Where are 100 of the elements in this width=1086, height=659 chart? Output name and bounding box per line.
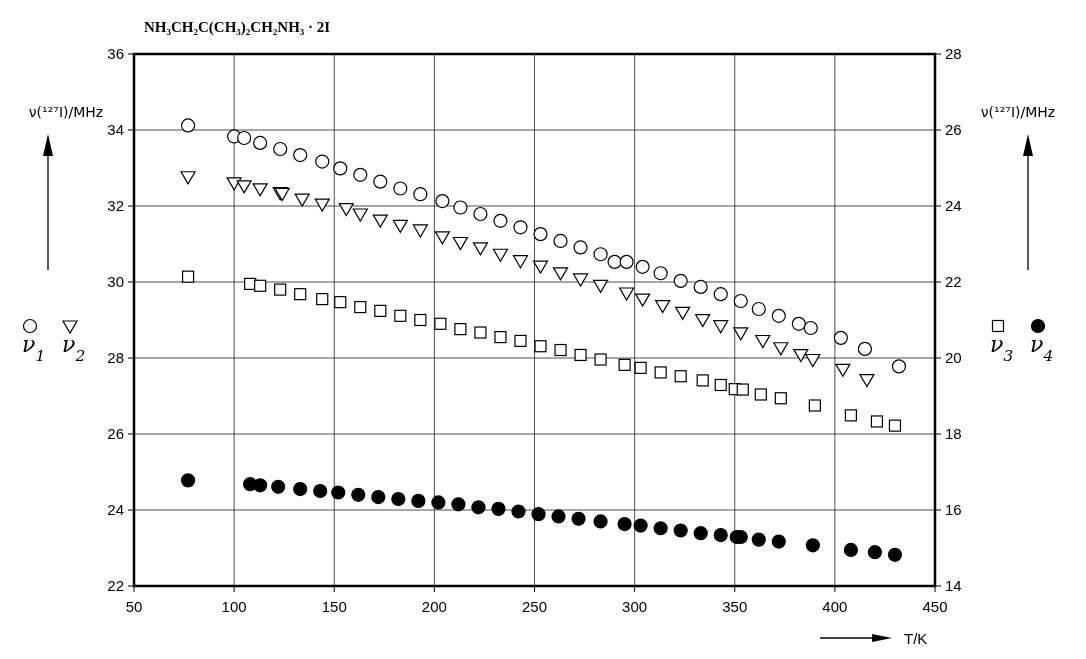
y-tick-label: 26: [107, 425, 124, 442]
point: [313, 483, 328, 499]
point: [314, 198, 330, 212]
point: [653, 521, 668, 536]
point: [271, 479, 286, 494]
point: [334, 296, 347, 309]
point: [571, 511, 586, 526]
point: [273, 141, 288, 157]
point: [859, 374, 875, 388]
point: [607, 254, 622, 269]
point: [673, 523, 688, 538]
point: [713, 320, 729, 334]
x-tick-label: 100: [221, 598, 247, 615]
point: [294, 193, 310, 207]
y2-tick-label: 18: [945, 425, 962, 442]
point: [474, 326, 487, 339]
point: [674, 370, 687, 383]
point: [634, 361, 647, 374]
point: [654, 366, 667, 379]
x-tick-label: 450: [922, 598, 948, 615]
point: [411, 493, 426, 508]
point: [374, 304, 387, 317]
point: [653, 266, 668, 281]
point: [713, 287, 728, 302]
x-tick-label: 400: [822, 598, 848, 615]
point: [673, 273, 688, 288]
point: [635, 293, 651, 307]
point: [771, 534, 786, 549]
point: [867, 545, 883, 560]
point: [870, 415, 884, 428]
point: [513, 220, 528, 235]
y2-tick-label: 16: [945, 501, 962, 518]
y2-tick-label: 26: [945, 121, 962, 138]
point: [472, 242, 489, 256]
point: [635, 259, 650, 274]
point: [181, 270, 195, 283]
point: [493, 213, 508, 228]
point: [252, 183, 268, 197]
point: [180, 171, 196, 185]
point: [274, 283, 287, 296]
point: [394, 309, 407, 322]
point: [331, 485, 346, 500]
y2-tick-label: 28: [945, 45, 962, 62]
point: [371, 489, 386, 505]
point: [713, 527, 728, 543]
point: [532, 260, 549, 274]
point: [253, 478, 268, 493]
point: [888, 419, 902, 432]
point: [452, 236, 469, 251]
point: [808, 399, 821, 412]
point: [531, 507, 546, 522]
point: [751, 532, 766, 547]
point: [733, 327, 749, 341]
point: [619, 254, 634, 269]
point: [492, 248, 509, 262]
chart-title: NH₃CH₂C(CH₃)₂CH₂NH₃ · 2I: [144, 19, 331, 36]
point: [736, 383, 749, 396]
y-tick-label: 36: [107, 45, 124, 62]
y-tick-label: 34: [107, 121, 124, 138]
point: [771, 308, 786, 323]
point: [431, 495, 446, 510]
point: [434, 231, 450, 245]
point: [619, 287, 635, 301]
point: [393, 181, 408, 196]
point: [473, 206, 488, 222]
point: [454, 323, 467, 336]
point: [633, 518, 648, 533]
x-tick-label: 350: [722, 598, 748, 615]
point: [574, 348, 587, 362]
y2-axis-title: ν(¹²⁷I)/MHz: [980, 104, 1056, 120]
point: [534, 340, 547, 353]
x-tick-label: 150: [321, 598, 347, 615]
point: [887, 547, 903, 562]
point: [755, 334, 771, 349]
point: [391, 491, 406, 507]
x-tick-label: 300: [622, 598, 648, 615]
point: [805, 538, 820, 553]
point: [693, 526, 708, 541]
point: [594, 353, 607, 366]
y-tick-label: 24: [107, 501, 124, 518]
y2-tick-label: 20: [945, 349, 962, 366]
point: [414, 313, 427, 327]
point: [354, 300, 367, 314]
point: [453, 200, 468, 215]
point: [293, 482, 308, 497]
point: [351, 487, 366, 502]
y-axis-title: ν(¹²⁷I)/MHz: [28, 104, 104, 120]
point: [552, 267, 569, 281]
point: [751, 301, 766, 317]
point: [491, 501, 506, 516]
point: [773, 342, 789, 356]
point: [294, 288, 307, 301]
point: [618, 358, 631, 371]
point: [511, 504, 526, 519]
legend-label: ν$_{3}$: [990, 332, 1014, 365]
point: [805, 353, 821, 368]
point: [451, 497, 466, 512]
point: [803, 320, 818, 336]
point: [733, 293, 748, 309]
y2-tick-label: 22: [945, 273, 962, 290]
